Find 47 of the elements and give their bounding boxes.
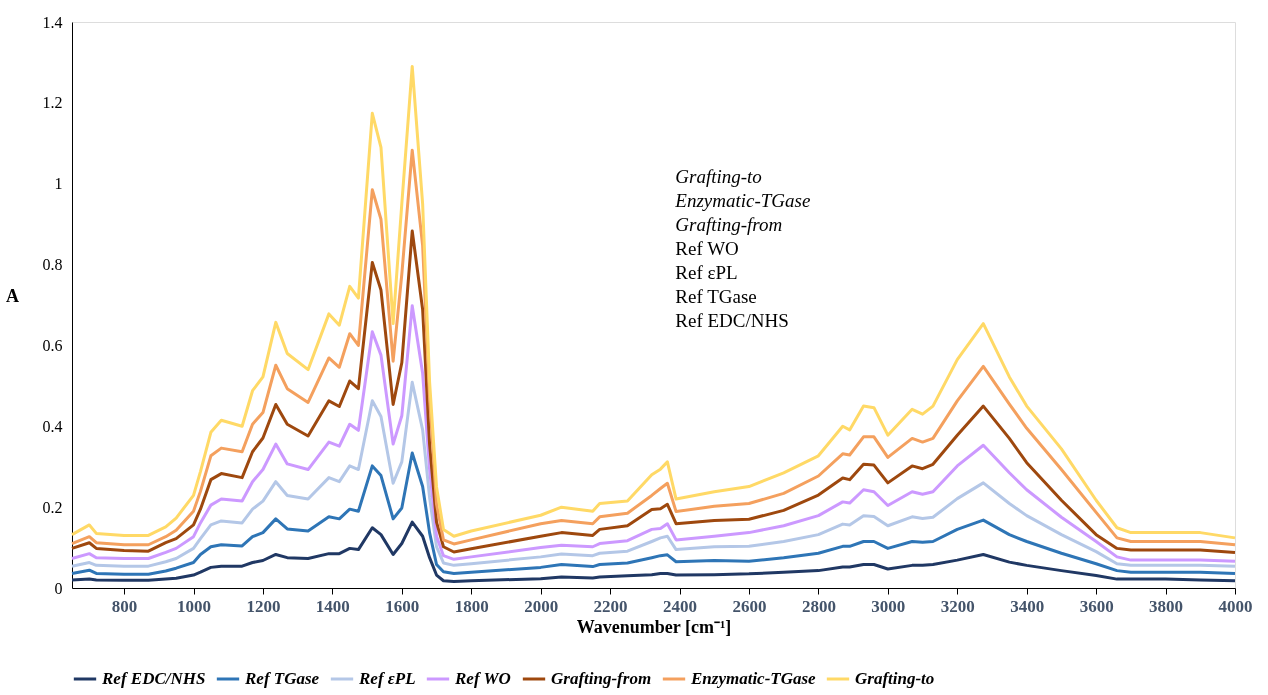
legend-label: Grafting-to (855, 669, 935, 688)
y-tick-label: 1 (54, 175, 63, 193)
y-tick-label: 0.4 (42, 417, 63, 435)
legend-label: Ref WO (454, 669, 511, 688)
x-tick-label: 2400 (663, 596, 698, 616)
y-tick-label: 1.4 (42, 13, 63, 31)
x-tick-label: 3000 (871, 596, 906, 616)
x-tick-label: 1200 (246, 596, 281, 616)
x-axis-title: Wavenumber [cm⁻¹] (576, 616, 732, 637)
legend-label: Ref EDC/NHS (101, 669, 206, 688)
y-axis-title: A (6, 285, 19, 306)
x-tick-label: 2200 (593, 596, 628, 616)
x-tick-label: 2800 (801, 596, 836, 616)
x-tick-label: 4000 (1218, 596, 1253, 616)
line-series (70, 520, 1237, 584)
y-tick-label: 0 (54, 579, 63, 597)
legend-label: Grafting-from (551, 669, 652, 688)
annotation: Ref WO (675, 238, 739, 260)
x-tick-label: 1400 (315, 596, 350, 616)
annotation: Grafting-to (675, 166, 762, 188)
x-tick-label: 3400 (1010, 596, 1045, 616)
x-tick-label: 3800 (1149, 596, 1184, 616)
x-tick-label: 1800 (454, 596, 489, 616)
line-series (70, 380, 1237, 568)
x-tick-label: 3600 (1079, 596, 1114, 616)
y-tick-label: 0.6 (42, 336, 63, 354)
y-tick-label: 0.8 (42, 256, 63, 274)
annotation: Enzymatic-TGase (674, 190, 811, 212)
annotation: Ref TGase (675, 286, 757, 308)
legend-label: Enzymatic-TGase (690, 669, 817, 688)
line-series (70, 304, 1237, 563)
line-series (70, 148, 1237, 547)
annotation: Ref εPL (675, 262, 738, 284)
annotation: Ref EDC/NHS (675, 310, 789, 332)
legend-label: Ref TGase (244, 669, 320, 688)
x-tick-label: 3200 (940, 596, 975, 616)
legend-label: Ref εPL (358, 669, 416, 688)
line-series (70, 451, 1237, 576)
x-tick-label: 1600 (385, 596, 420, 616)
x-tick-label: 2000 (524, 596, 559, 616)
x-tick-label: 2600 (732, 596, 767, 616)
y-tick-label: 0.2 (42, 498, 63, 516)
x-tick-label: 1000 (177, 596, 212, 616)
line-series (70, 64, 1237, 540)
x-tick-label: 800 (111, 596, 138, 616)
y-tick-label: 1.2 (42, 94, 63, 112)
annotation: Grafting-from (675, 214, 783, 236)
